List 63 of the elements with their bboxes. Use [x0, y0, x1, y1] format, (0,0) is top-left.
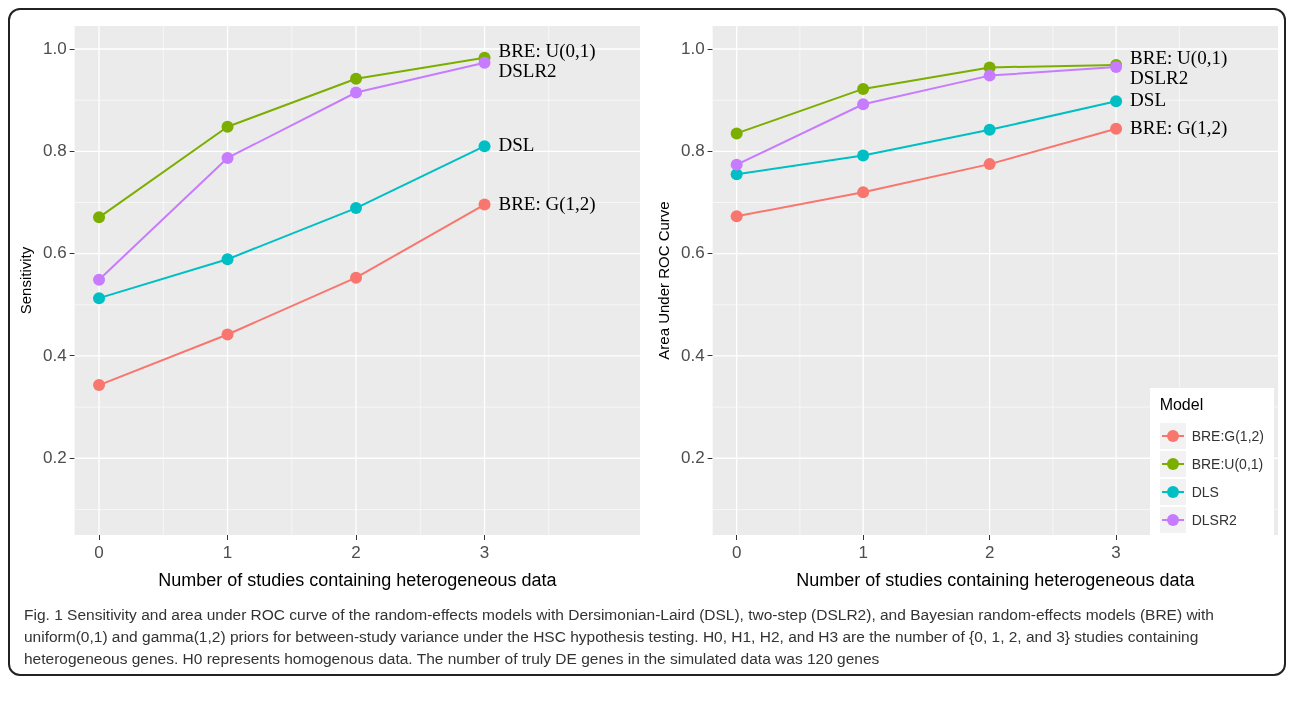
point	[221, 253, 234, 266]
y-tick-label: 1.0	[42, 38, 67, 58]
point	[478, 140, 491, 153]
x-tick-label: 3	[479, 542, 490, 562]
point	[221, 151, 234, 164]
legend-label: DLS	[1191, 484, 1219, 500]
point	[857, 82, 870, 95]
annotation: DSL	[498, 134, 535, 156]
point	[730, 210, 743, 223]
y-axis-title: Area Under ROC Curve	[655, 201, 673, 360]
point	[1110, 95, 1123, 108]
point	[730, 158, 743, 171]
legend-label: DLSR2	[1191, 512, 1237, 528]
y-tick-label: 0.2	[42, 447, 67, 467]
y-tick-label: 0.6	[680, 243, 705, 263]
annotation: DSLR2	[1130, 66, 1189, 88]
point	[350, 271, 363, 284]
x-tick-label: 1	[222, 542, 233, 562]
y-tick-label: 0.4	[680, 345, 705, 365]
x-axis-title: Number of studies containing heterogeneous data	[158, 570, 558, 591]
x-tick-label: 3	[1111, 542, 1121, 562]
point	[221, 328, 234, 341]
y-tick-label: 0.6	[42, 243, 67, 263]
point	[857, 149, 870, 162]
point	[857, 98, 870, 111]
annotation: BRE: G(1,2)	[1130, 116, 1228, 139]
annotation: BRE: G(1,2)	[498, 192, 596, 215]
point	[857, 186, 870, 199]
point	[983, 158, 996, 171]
x-tick-label: 0	[94, 542, 104, 562]
x-axis-title: Number of studies containing heterogeneous data	[796, 570, 1196, 591]
annotation: DSL	[1130, 89, 1167, 111]
y-tick-label: 0.8	[42, 141, 67, 161]
annotation: DSLR2	[498, 59, 557, 81]
y-axis-title: Sensitivity	[17, 246, 35, 315]
point	[350, 72, 363, 85]
point	[983, 123, 996, 136]
y-tick-label: 0.8	[680, 141, 705, 161]
point	[93, 211, 106, 224]
annotation: BRE: U(0,1)	[1130, 46, 1228, 69]
point	[478, 56, 491, 69]
y-tick-label: 0.2	[680, 447, 705, 467]
x-tick-label: 1	[858, 542, 868, 562]
x-tick-label: 2	[351, 542, 361, 562]
legend-title: Model	[1159, 396, 1205, 414]
y-tick-label: 0.4	[42, 345, 67, 365]
legend-label: BRE:G(1,2)	[1191, 428, 1264, 444]
caption: Fig. 1 Sensitivity and area under ROC curve of the random-effects models with Dersimonian-Laird (DSL), two-step (DSLR2), and Bayesian random-effects models (BRE) with uniform(0,1) and gamma(1,2) priors for between-study variance under the HSC hypothesis testing. H0, H1, H2, and H3 are the number of {0, 1, 2, and 3} studies containing heterogeneous genes. H0 represents homogenous data. The number of truly DE genes in the simulated data was 120 genes	[24, 605, 1215, 669]
point	[983, 69, 996, 82]
x-tick-label: 2	[984, 542, 995, 562]
point	[478, 198, 491, 211]
x-tick-label: 0	[731, 542, 742, 562]
point	[1110, 122, 1123, 135]
point	[350, 202, 363, 215]
point	[730, 127, 743, 140]
y-tick-label: 1.0	[680, 38, 705, 58]
point	[221, 120, 234, 133]
point	[350, 86, 363, 99]
annotation: BRE: U(0,1)	[498, 39, 596, 62]
point	[93, 273, 106, 286]
legend-label: BRE:U(0,1)	[1191, 456, 1264, 472]
point	[93, 292, 106, 305]
point	[93, 379, 106, 392]
